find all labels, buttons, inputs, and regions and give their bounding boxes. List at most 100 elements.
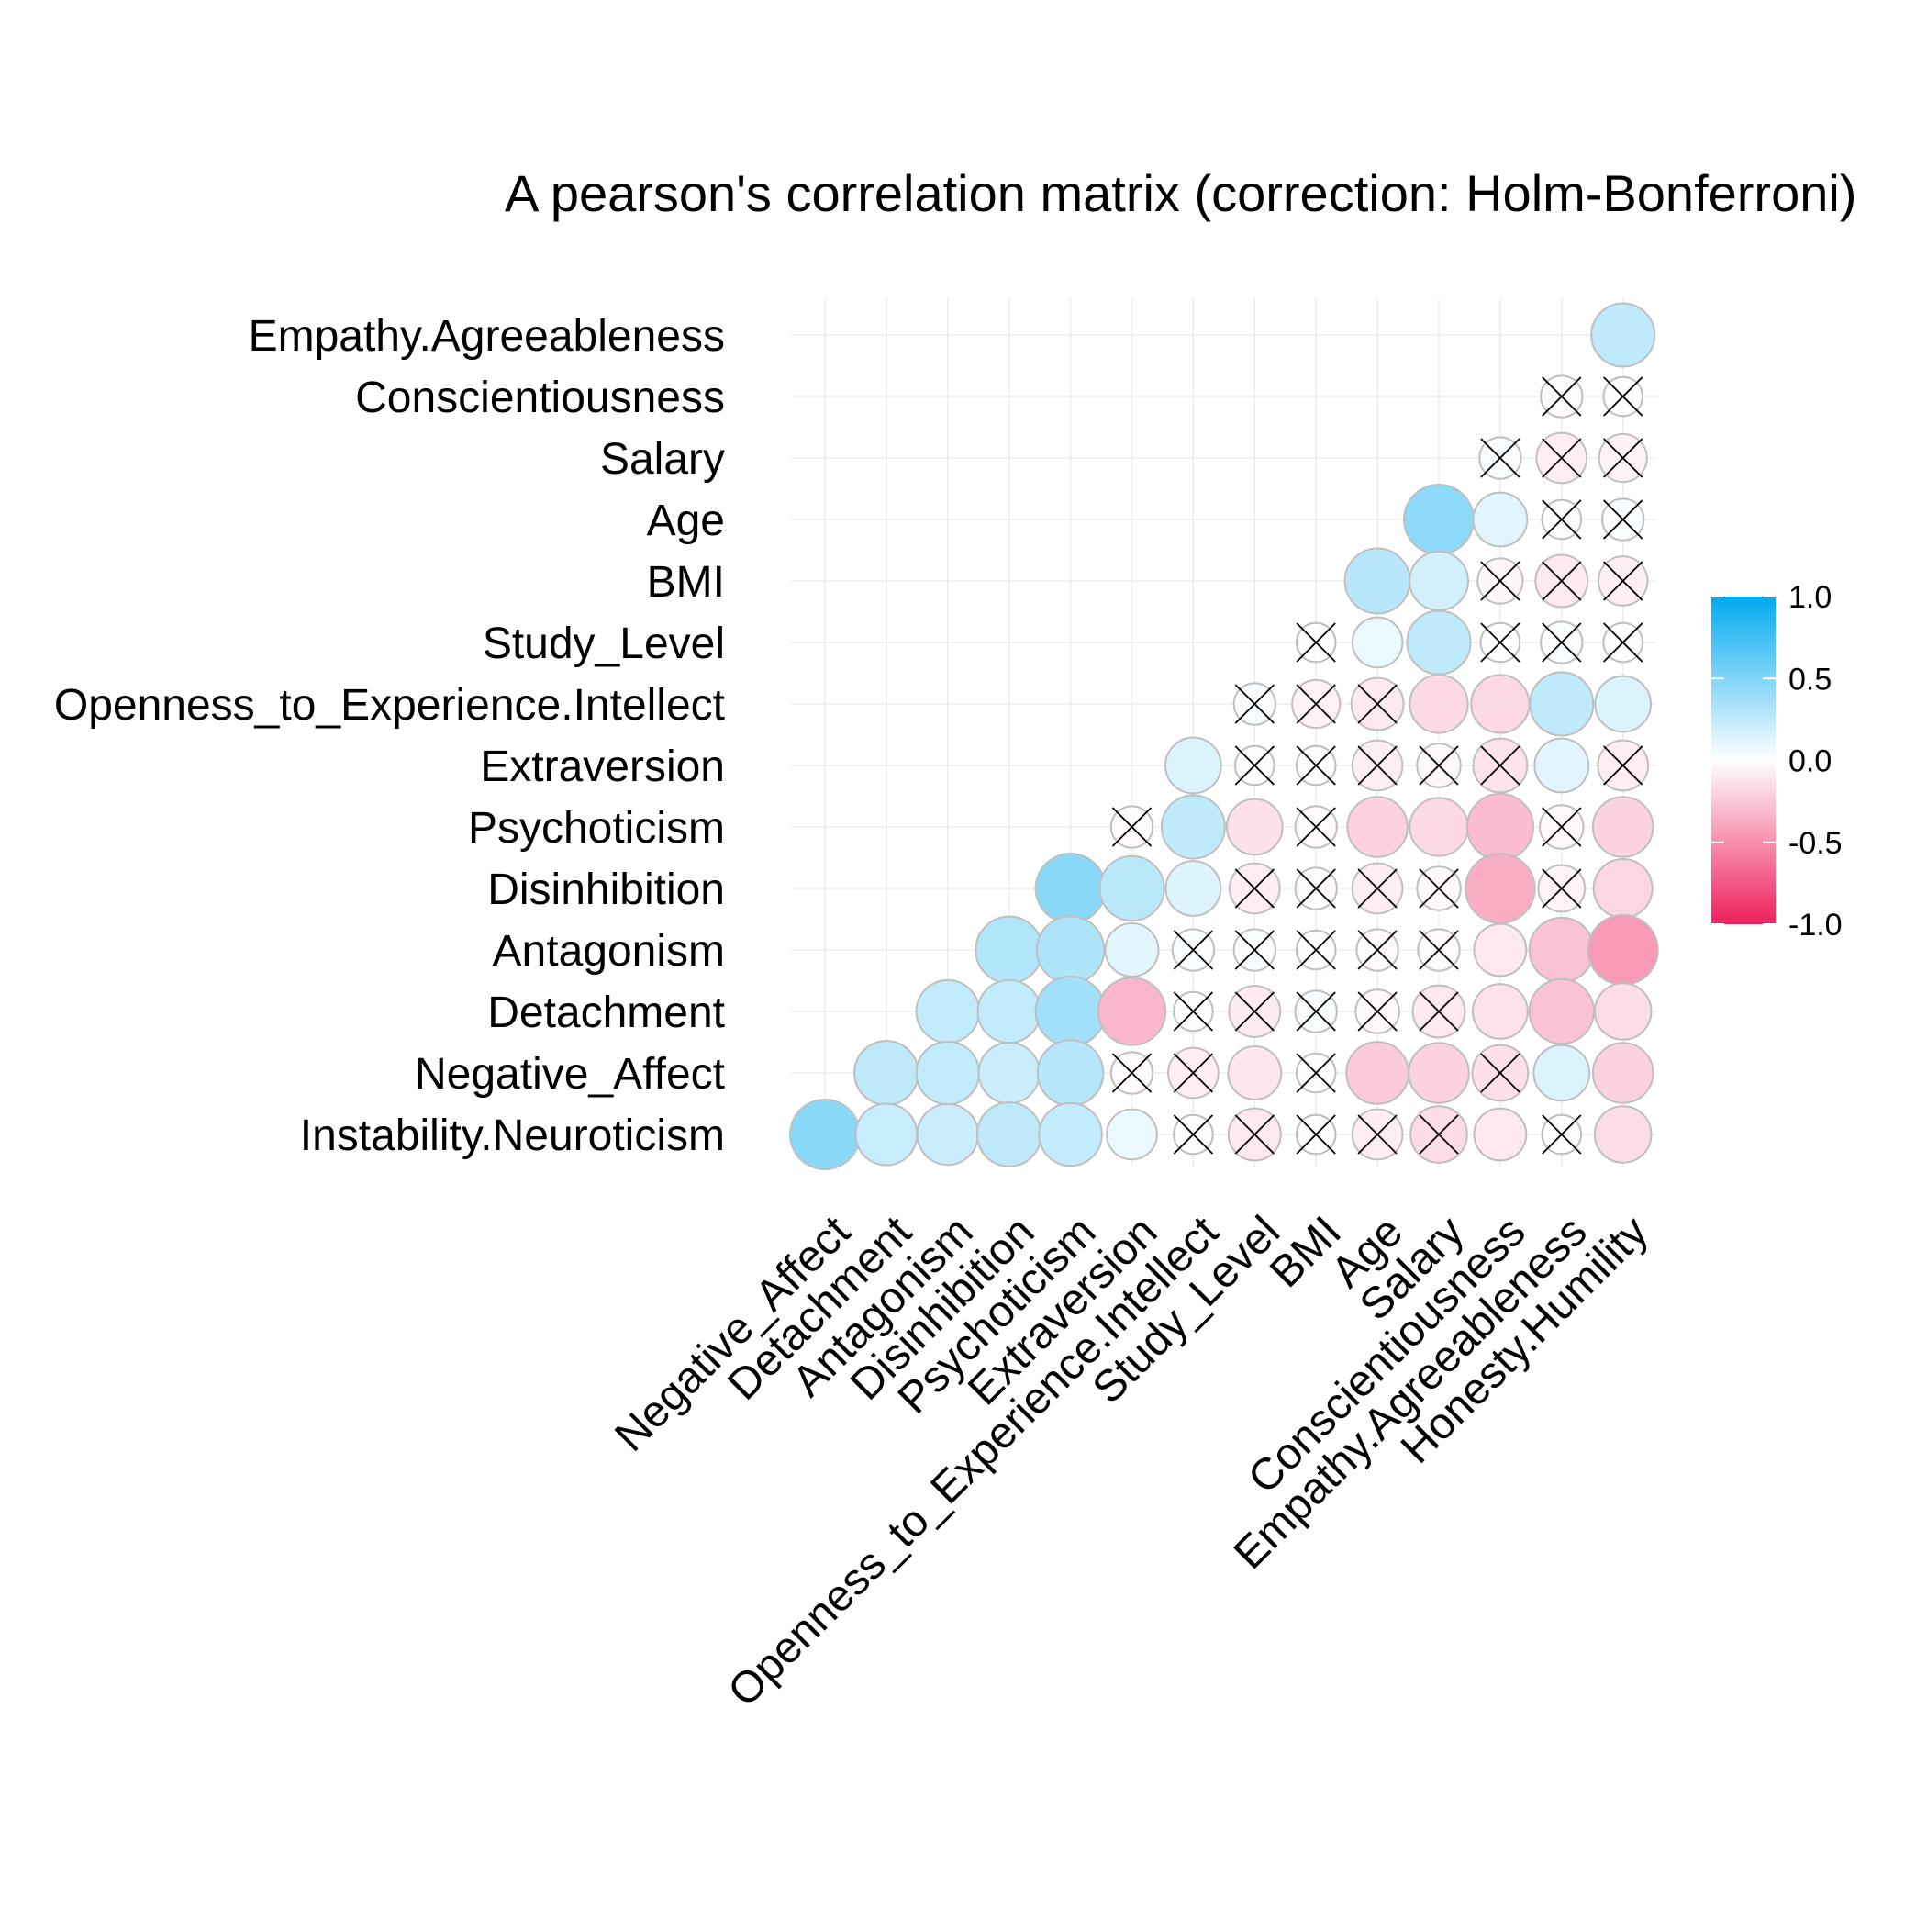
correlation-circle	[1346, 796, 1409, 858]
nonsignificant-cross-mark	[1419, 745, 1459, 786]
nonsignificant-cross-mark	[1111, 807, 1153, 847]
nonsignificant-cross-mark	[1419, 868, 1459, 909]
correlation-circle	[1594, 675, 1653, 733]
correlation-circle	[1592, 857, 1654, 920]
nonsignificant-cross-mark	[1480, 1053, 1520, 1093]
correlation-circle	[1473, 1107, 1528, 1162]
nonsignificant-cross-mark	[1480, 561, 1520, 601]
correlation-circle	[1465, 853, 1536, 924]
row-label: Negative_Affect	[415, 1050, 725, 1099]
correlation-circle	[1225, 798, 1284, 856]
correlation-circle	[1038, 1101, 1103, 1167]
row-label: BMI	[647, 558, 725, 607]
row-label: Antagonism	[493, 927, 725, 976]
row-label: Psychoticism	[468, 804, 725, 853]
row-label: Extraversion	[480, 743, 725, 791]
correlation-circle	[1472, 983, 1529, 1040]
y-axis-labels: Empathy.Agreeableness Conscientiousness Sa…	[54, 312, 725, 1160]
nonsignificant-cross-mark	[1357, 1114, 1398, 1155]
row-label: Study_Level	[483, 620, 725, 668]
row-label: Instability.Neuroticism	[300, 1111, 725, 1160]
correlation-cells	[789, 302, 1659, 1170]
row-label: Detachment	[487, 988, 725, 1037]
nonsignificant-cross-mark	[1296, 930, 1336, 970]
nonsignificant-cross-mark	[1419, 991, 1459, 1032]
nonsignificant-cross-mark	[1419, 1114, 1459, 1155]
row-label: Openness_to_Experience.Intellect	[54, 681, 725, 730]
correlation-circle	[1465, 792, 1534, 862]
nonsignificant-cross-mark	[1603, 376, 1643, 417]
row-label: Conscientiousness	[355, 374, 725, 422]
legend-tick-label: 0.5	[1788, 662, 1832, 697]
correlation-circle	[1034, 976, 1107, 1047]
nonsignificant-cross-mark	[1173, 1053, 1214, 1093]
correlation-circle	[1343, 547, 1411, 615]
nonsignificant-cross-mark	[1542, 438, 1582, 478]
correlation-circle	[1034, 853, 1107, 924]
legend-tick-label: -0.5	[1788, 826, 1843, 861]
nonsignificant-cross-mark	[1357, 991, 1398, 1032]
nonsignificant-cross-mark	[1480, 745, 1520, 786]
correlation-circle	[1098, 854, 1165, 922]
nonsignificant-cross-mark	[1603, 499, 1643, 540]
nonsignificant-cross-mark	[1296, 622, 1336, 663]
correlation-circle	[1160, 794, 1226, 860]
correlation-circle	[1104, 922, 1160, 977]
nonsignificant-cross-mark	[1357, 930, 1398, 970]
nonsignificant-cross-mark	[1542, 561, 1582, 601]
nonsignificant-cross-mark	[1234, 1114, 1275, 1155]
legend-tick-label: 1.0	[1788, 580, 1832, 615]
grid	[791, 298, 1656, 1167]
correlation-circle	[975, 1101, 1042, 1167]
color-legend: 1.0 0.5 0.0 -0.5 -1.0	[1711, 580, 1843, 943]
correlation-circle	[1227, 1045, 1283, 1100]
correlation-circle	[975, 915, 1044, 985]
nonsignificant-cross-mark	[1296, 1114, 1336, 1155]
nonsignificant-cross-mark	[1542, 807, 1582, 847]
correlation-circle	[1528, 916, 1595, 984]
correlation-circle	[854, 1102, 919, 1167]
nonsignificant-cross-mark	[1603, 622, 1643, 663]
nonsignificant-cross-mark	[1542, 868, 1582, 909]
correlation-circle	[1528, 977, 1595, 1045]
nonsignificant-cross-mark	[1542, 1114, 1582, 1155]
correlation-circle	[1036, 1039, 1105, 1107]
correlation-circle	[853, 1040, 919, 1106]
correlation-circle	[1472, 491, 1529, 548]
correlation-circle	[1409, 674, 1469, 734]
correlation-circle	[1351, 616, 1404, 669]
nonsignificant-cross-mark	[1296, 807, 1336, 847]
legend-tick-label: 0.0	[1788, 744, 1832, 779]
nonsignificant-cross-mark	[1603, 438, 1643, 478]
correlation-circle	[789, 1099, 861, 1170]
correlation-circle	[1403, 484, 1475, 555]
nonsignificant-cross-mark	[1480, 438, 1520, 478]
x-axis-labels: Negative_AffectDetachmentAntagonismDisin…	[606, 1207, 1657, 1715]
nonsignificant-cross-mark	[1234, 745, 1275, 786]
nonsignificant-cross-mark	[1542, 622, 1582, 663]
nonsignificant-cross-mark	[1296, 868, 1336, 909]
correlation-circle	[1529, 671, 1595, 737]
nonsignificant-cross-mark	[1111, 1053, 1153, 1093]
correlation-circle	[1345, 1041, 1409, 1105]
correlation-circle	[1406, 609, 1472, 676]
nonsignificant-cross-mark	[1296, 745, 1336, 786]
nonsignificant-cross-mark	[1542, 499, 1582, 540]
row-label: Disinhibition	[487, 865, 725, 914]
correlation-circle	[1533, 737, 1590, 794]
correlation-circle	[1409, 797, 1469, 857]
row-label: Age	[647, 497, 725, 545]
chart-title: A pearson's correlation matrix (correcti…	[505, 164, 1856, 222]
nonsignificant-cross-mark	[1419, 930, 1459, 970]
nonsignificant-cross-mark	[1173, 991, 1214, 1032]
nonsignificant-cross-mark	[1357, 868, 1398, 909]
nonsignificant-cross-mark	[1296, 1053, 1336, 1093]
correlation-circle	[1593, 982, 1653, 1041]
nonsignificant-cross-mark	[1234, 868, 1275, 909]
correlation-circle	[976, 978, 1041, 1044]
nonsignificant-cross-mark	[1234, 930, 1275, 970]
correlation-circle	[1591, 796, 1654, 858]
nonsignificant-cross-mark	[1173, 930, 1214, 970]
correlation-circle	[1587, 914, 1659, 986]
